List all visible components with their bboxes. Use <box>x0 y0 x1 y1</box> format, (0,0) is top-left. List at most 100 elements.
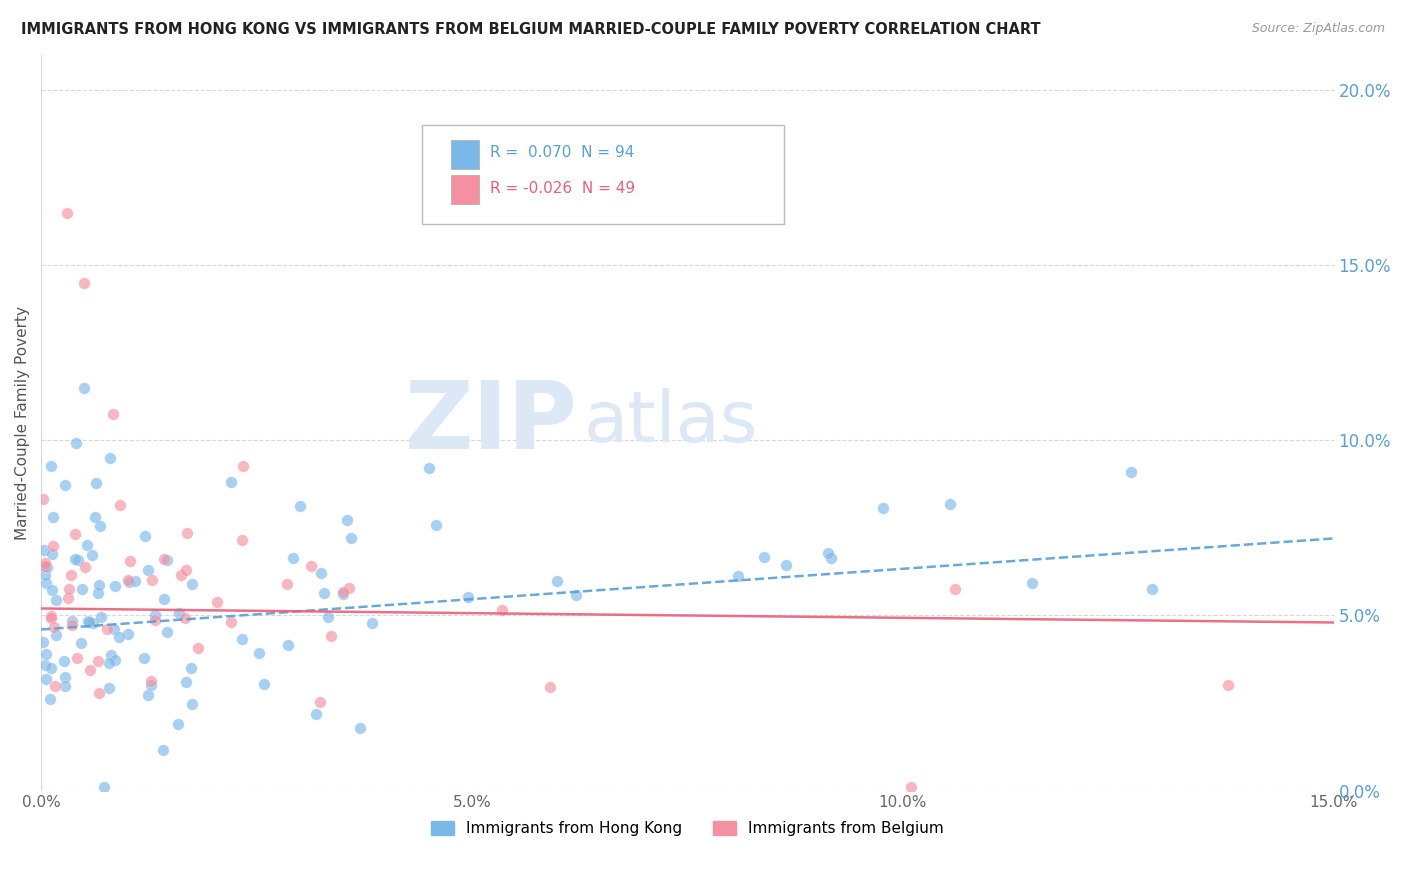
Point <box>187 640 209 655</box>
Point <box>76 538 98 552</box>
Text: ZIP: ZIP <box>405 376 578 469</box>
FancyBboxPatch shape <box>451 175 479 204</box>
Point <box>457 590 479 604</box>
Point <box>44 620 66 634</box>
Point <box>299 558 322 573</box>
Point <box>34 559 56 574</box>
Point <box>219 475 242 490</box>
Point <box>79 663 101 677</box>
Point <box>820 550 842 565</box>
Point <box>247 646 270 660</box>
Point <box>174 674 197 689</box>
Point <box>288 500 311 514</box>
Point <box>170 567 193 582</box>
Point <box>775 558 797 573</box>
Point <box>108 630 131 644</box>
Point <box>42 539 65 553</box>
Point <box>124 574 146 588</box>
Point <box>283 551 305 566</box>
Point <box>727 569 749 583</box>
Point <box>41 582 63 597</box>
Point <box>58 582 80 596</box>
Point <box>66 651 89 665</box>
Point <box>117 574 139 589</box>
Point <box>73 560 96 574</box>
Point <box>1119 466 1142 480</box>
Point <box>39 609 62 624</box>
Point <box>45 593 67 607</box>
Point <box>98 450 121 465</box>
Point <box>153 592 176 607</box>
Point <box>176 526 198 541</box>
Point <box>65 552 87 566</box>
Legend: Immigrants from Hong Kong, Immigrants from Belgium: Immigrants from Hong Kong, Immigrants fr… <box>432 821 943 836</box>
Point <box>418 461 440 475</box>
Point <box>56 591 79 605</box>
Point <box>152 743 174 757</box>
Point <box>67 553 90 567</box>
Point <box>87 654 110 668</box>
Point <box>817 546 839 560</box>
Point <box>69 636 91 650</box>
Point <box>42 509 65 524</box>
Point <box>38 691 60 706</box>
Point <box>167 606 190 620</box>
Point <box>943 582 966 596</box>
Point <box>103 622 125 636</box>
Point <box>35 559 58 574</box>
Point <box>546 574 568 589</box>
Text: R =  0.070  N = 94: R = 0.070 N = 94 <box>489 145 634 161</box>
Point <box>276 576 298 591</box>
Point <box>425 517 447 532</box>
Point <box>87 686 110 700</box>
Point <box>314 586 336 600</box>
Point <box>84 510 107 524</box>
Point <box>56 205 79 219</box>
Point <box>1140 582 1163 596</box>
Point <box>82 615 104 630</box>
Point <box>231 632 253 646</box>
Point <box>139 678 162 692</box>
Point <box>180 576 202 591</box>
Point <box>1021 576 1043 591</box>
Point <box>900 780 922 794</box>
Point <box>39 611 62 625</box>
Point <box>93 780 115 794</box>
Point <box>174 610 197 624</box>
Y-axis label: Married-Couple Family Poverty: Married-Couple Family Poverty <box>15 306 30 540</box>
Point <box>332 587 354 601</box>
Text: R = -0.026  N = 49: R = -0.026 N = 49 <box>489 181 634 195</box>
Point <box>90 610 112 624</box>
Point <box>166 717 188 731</box>
Point <box>100 648 122 663</box>
Point <box>80 548 103 562</box>
Point <box>89 518 111 533</box>
Point <box>232 459 254 474</box>
Point <box>32 635 55 649</box>
Point <box>34 559 56 574</box>
Point <box>60 567 83 582</box>
Point <box>174 563 197 577</box>
Point <box>98 681 121 695</box>
Point <box>143 614 166 628</box>
Point <box>32 491 55 506</box>
Point <box>60 617 83 632</box>
Point <box>60 614 83 628</box>
Text: IMMIGRANTS FROM HONG KONG VS IMMIGRANTS FROM BELGIUM MARRIED-COUPLE FAMILY POVER: IMMIGRANTS FROM HONG KONG VS IMMIGRANTS … <box>21 22 1040 37</box>
Point <box>339 581 361 595</box>
Point <box>136 563 159 577</box>
Point <box>98 656 121 670</box>
Point <box>44 679 66 693</box>
Point <box>34 657 56 672</box>
Point <box>39 459 62 474</box>
Point <box>939 497 962 511</box>
Point <box>53 670 76 684</box>
Point <box>53 655 76 669</box>
Point <box>565 588 588 602</box>
Point <box>63 526 86 541</box>
Point <box>77 614 100 628</box>
Point <box>1216 678 1239 692</box>
Text: atlas: atlas <box>583 388 758 458</box>
FancyBboxPatch shape <box>451 140 479 169</box>
FancyBboxPatch shape <box>422 125 785 224</box>
